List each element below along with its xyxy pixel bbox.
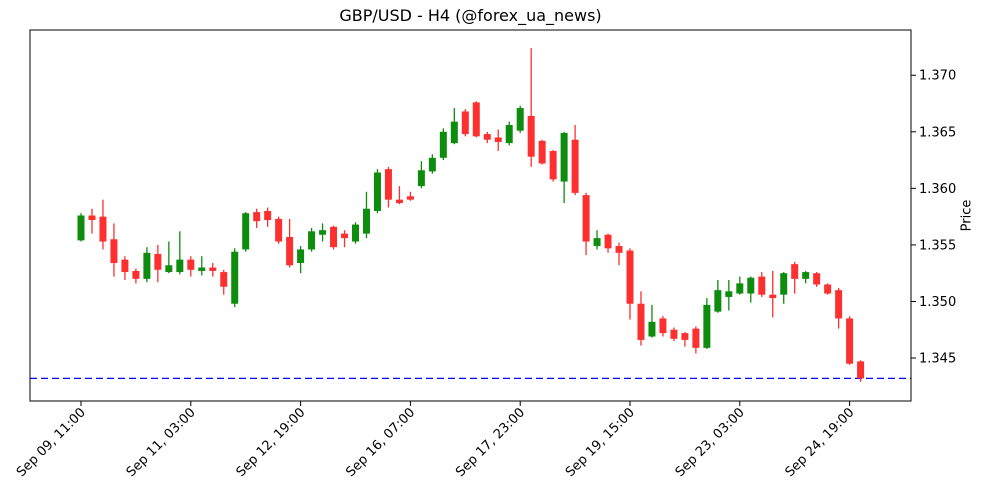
candle-body <box>571 139 579 193</box>
candle-body <box>143 252 151 279</box>
candle-body <box>692 328 700 348</box>
candle-body <box>99 216 107 242</box>
candle-body <box>286 236 294 266</box>
y-tick-label: 1.370 <box>919 69 956 84</box>
candle-body <box>406 196 414 200</box>
candle-body <box>154 253 162 270</box>
candle-body <box>77 215 85 241</box>
candle-body <box>297 249 305 264</box>
candle-body <box>824 284 832 294</box>
candle-body <box>384 169 392 200</box>
candle-body <box>439 131 447 158</box>
candle-body <box>560 132 568 182</box>
y-tick-label: 1.365 <box>919 125 956 140</box>
candle-body <box>813 273 821 285</box>
plot-border <box>29 29 912 402</box>
candle-body <box>198 267 206 271</box>
candle-body <box>582 195 590 242</box>
candle-body <box>769 294 777 299</box>
candle-body <box>187 259 195 270</box>
candle-body <box>330 226 338 248</box>
candle-body <box>725 291 733 297</box>
candle-body <box>352 224 359 242</box>
candle-body <box>758 276 766 295</box>
y-tick-label: 1.350 <box>919 295 956 310</box>
candle-body <box>747 277 755 294</box>
candle-body <box>319 230 327 235</box>
x-tick-label: Sep 24, 19:00 <box>783 405 858 480</box>
candle-body <box>450 121 458 144</box>
candle-body <box>791 264 799 279</box>
x-tick-label: Sep 16, 07:00 <box>343 405 418 480</box>
candle-body <box>659 318 667 334</box>
candle-body <box>703 304 711 348</box>
x-tick-label: Sep 19, 15:00 <box>563 405 638 480</box>
candle-body <box>373 172 381 211</box>
candle-body <box>362 208 370 234</box>
candle-body <box>604 234 612 249</box>
candle-body <box>461 111 469 135</box>
candle-body <box>538 140 546 164</box>
candle-body <box>780 273 788 295</box>
y-tick-label: 1.360 <box>919 182 956 197</box>
candle-body <box>264 210 272 221</box>
x-tick-label: Sep 23, 03:00 <box>673 405 748 480</box>
candle-body <box>626 250 634 304</box>
plot-background <box>30 30 911 401</box>
candle-body <box>835 290 843 319</box>
candle-body <box>527 115 535 157</box>
candle-body <box>615 246 623 253</box>
candle-body <box>681 333 689 340</box>
candle-body <box>132 270 140 279</box>
candle-body <box>220 272 228 287</box>
candle-body <box>714 290 722 312</box>
candle-body <box>505 125 513 144</box>
candle-body <box>110 239 118 264</box>
y-tick-label: 1.355 <box>919 238 956 253</box>
candle-body <box>857 361 865 379</box>
x-tick-label: Sep 11, 03:00 <box>124 405 199 480</box>
candle-body <box>494 137 502 142</box>
candle-body <box>242 213 250 250</box>
y-axis-label: Price <box>959 199 975 232</box>
candle-body <box>231 251 239 304</box>
candle-body <box>846 318 854 364</box>
candle-body <box>253 212 261 222</box>
candle-body <box>670 329 678 339</box>
x-tick-label: Sep 12, 19:00 <box>234 405 309 480</box>
candle-body <box>275 218 283 242</box>
candle-body <box>209 267 217 271</box>
candle-body <box>637 303 645 340</box>
candle-body <box>88 215 96 221</box>
candle-body <box>121 259 129 273</box>
candle-body <box>483 134 491 140</box>
candle-body <box>428 157 436 172</box>
x-tick-label: Sep 17, 23:00 <box>453 405 528 480</box>
chart-title: GBP/USD - H4 (@forex_ua_news) <box>339 6 602 25</box>
candle-body <box>176 259 184 273</box>
candle-body <box>802 272 810 279</box>
candle-body <box>472 102 480 137</box>
candle-body <box>736 283 744 294</box>
y-tick-label: 1.345 <box>919 352 956 367</box>
candle-body <box>648 321 656 337</box>
candle-body <box>395 199 403 204</box>
candle-body <box>417 170 425 187</box>
candle-body <box>165 265 173 273</box>
candle-body <box>341 233 349 239</box>
x-tick-label: Sep 09, 11:00 <box>14 405 89 480</box>
candle-body <box>516 108 524 131</box>
candle-body <box>308 231 316 250</box>
candle-body <box>593 238 601 247</box>
candle-body <box>549 151 557 180</box>
